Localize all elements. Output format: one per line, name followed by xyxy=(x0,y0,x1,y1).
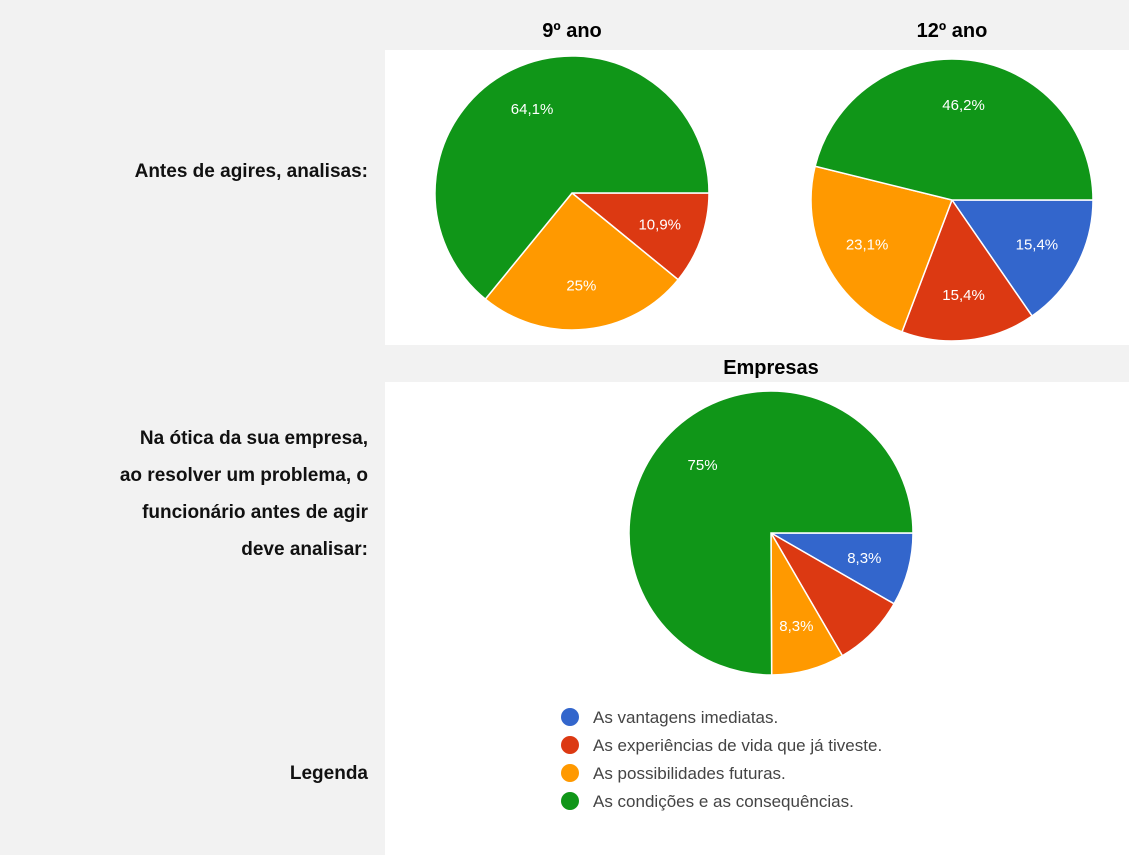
legend-label: As vantagens imediatas. xyxy=(593,708,778,727)
pie-slice xyxy=(810,165,954,333)
slice-label: 23,1% xyxy=(846,237,889,254)
chart-title: Empresas xyxy=(723,357,819,379)
row-label: Legenda xyxy=(290,763,369,784)
legend-label: As condições e as consequências. xyxy=(593,792,854,811)
slice-label: 8,3% xyxy=(847,550,881,567)
pie-slice xyxy=(950,199,1094,318)
slice-label: 46,2% xyxy=(942,97,985,114)
slice-label: 25% xyxy=(566,278,596,295)
pie-slice xyxy=(484,191,680,331)
legend-label: As experiências de vida que já tiveste. xyxy=(593,736,882,755)
slice-label: 10,9% xyxy=(638,216,681,233)
slice-label: 75% xyxy=(688,457,718,474)
pie-slice xyxy=(901,198,1034,342)
legend-marker xyxy=(561,736,579,754)
slice-label: 15,4% xyxy=(1016,237,1059,254)
row-label: ao resolver um problema, o xyxy=(120,465,368,486)
chart-title: 9º ano xyxy=(542,20,602,42)
legend-marker xyxy=(561,764,579,782)
row-label: Na ótica da sua empresa, xyxy=(140,428,368,449)
legend-label: As possibilidades futuras. xyxy=(593,764,786,783)
pie-slice xyxy=(569,192,710,281)
pie-slice xyxy=(814,58,1094,201)
legend-marker xyxy=(561,792,579,810)
row-label: funcionário antes de agir xyxy=(142,502,369,523)
pie-slice xyxy=(628,390,914,676)
row-label: deve analisar: xyxy=(241,539,368,560)
slice-label: 64,1% xyxy=(511,101,554,118)
row-label: Antes de agires, analisas: xyxy=(135,161,368,182)
slice-label: 8,3% xyxy=(779,618,813,635)
pie-slice xyxy=(434,55,710,301)
chart-title: 12º ano xyxy=(917,20,988,42)
legend-marker xyxy=(561,708,579,726)
slice-label: 15,4% xyxy=(942,287,985,304)
